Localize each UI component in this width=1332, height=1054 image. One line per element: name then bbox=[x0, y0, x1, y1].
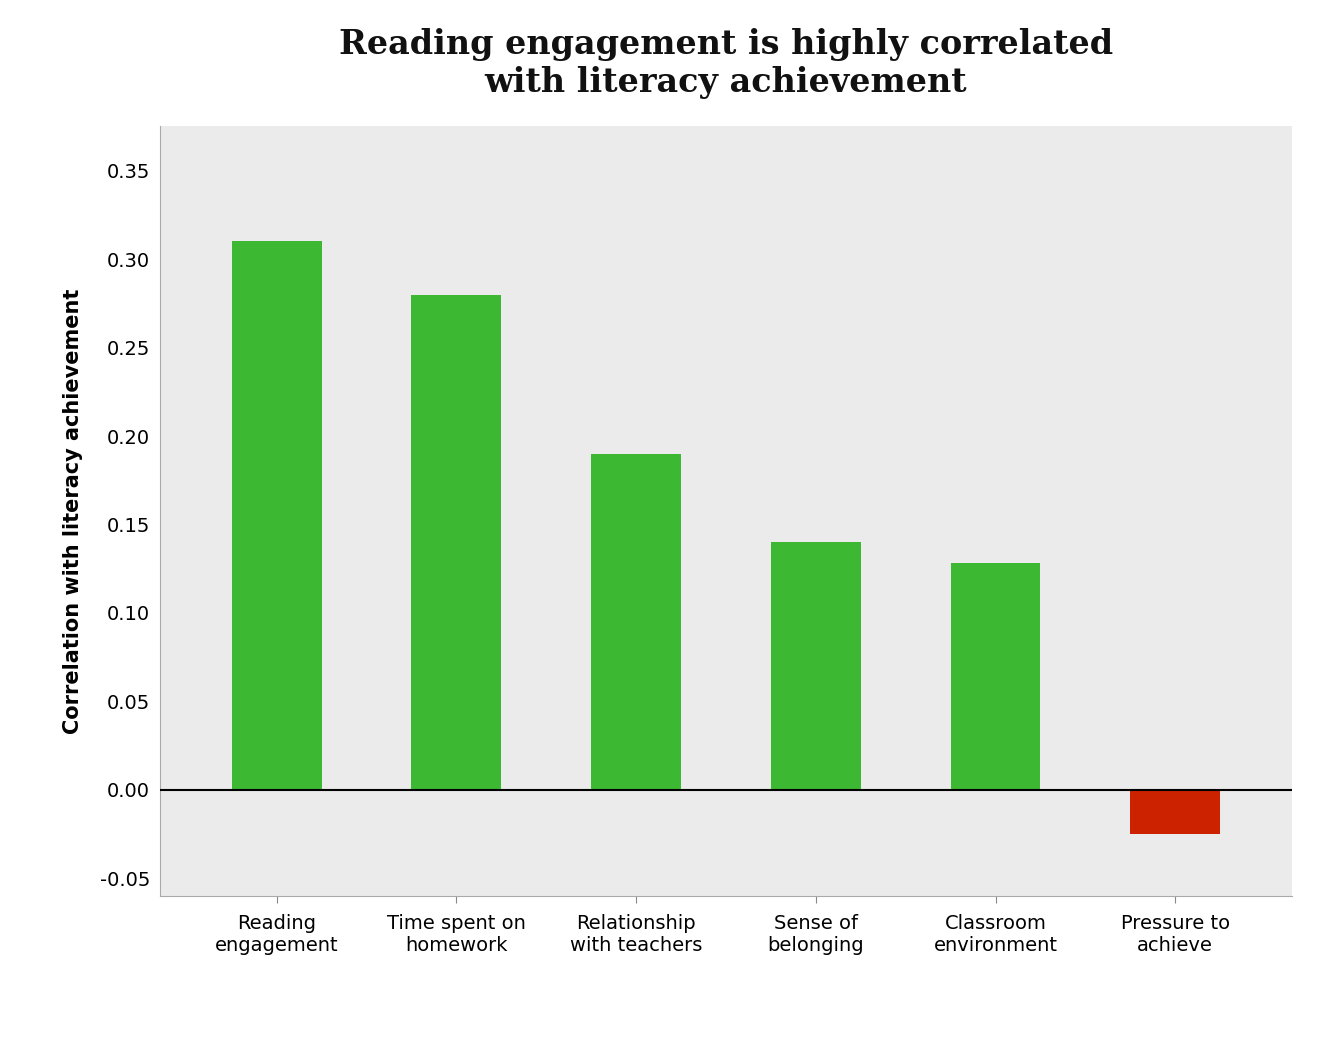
Bar bbox=[412, 294, 501, 789]
Title: Reading engagement is highly correlated
with literacy achievement: Reading engagement is highly correlated … bbox=[338, 27, 1114, 99]
Bar bbox=[232, 241, 321, 789]
Bar bbox=[951, 564, 1040, 789]
Bar bbox=[771, 542, 860, 789]
Y-axis label: Correlation with literacy achievement: Correlation with literacy achievement bbox=[63, 289, 83, 734]
Bar bbox=[591, 453, 681, 789]
Bar bbox=[1131, 789, 1220, 834]
